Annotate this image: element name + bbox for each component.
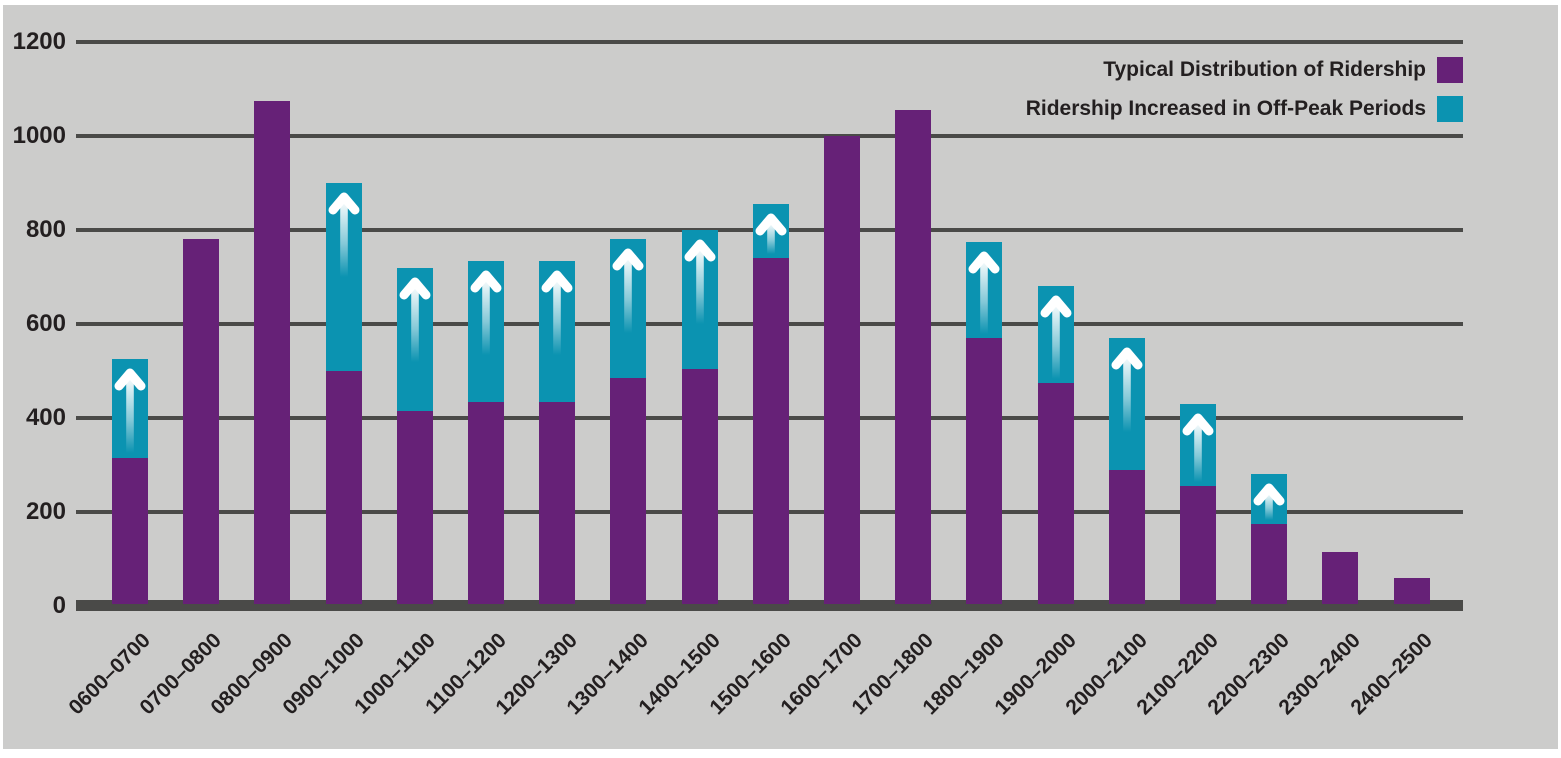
bar-typical-segment — [112, 458, 148, 604]
bar-typical-segment — [183, 239, 219, 604]
y-axis-tick-label: 400 — [25, 404, 66, 431]
bar-typical-segment — [1180, 486, 1216, 604]
x-axis-baseline — [76, 600, 1463, 611]
up-arrow-icon — [1038, 292, 1074, 379]
bar-typical-segment — [824, 136, 860, 604]
up-arrow-icon — [610, 245, 646, 333]
y-axis-tick-label: 1200 — [12, 28, 66, 55]
y-axis-tick-label: 200 — [25, 498, 66, 525]
up-arrow-icon — [326, 189, 362, 277]
y-axis-tick-label: 800 — [25, 216, 66, 243]
bar-typical-segment — [1394, 578, 1430, 604]
bar-typical-segment — [1322, 552, 1358, 604]
bar-typical-segment — [966, 338, 1002, 604]
up-arrow-icon — [539, 267, 575, 355]
gridline — [76, 134, 1463, 138]
up-arrow-icon — [682, 236, 718, 324]
up-arrow-icon — [1109, 344, 1145, 432]
up-arrow-icon — [468, 267, 504, 355]
bar-typical-segment — [610, 378, 646, 604]
up-arrow-icon — [1251, 480, 1287, 520]
bar-typical-segment — [468, 402, 504, 604]
gridline — [76, 40, 1463, 44]
up-arrow-icon — [397, 274, 433, 362]
bar-typical-segment — [682, 369, 718, 604]
up-arrow-icon — [112, 365, 148, 453]
bar-typical-segment — [326, 371, 362, 604]
y-axis-tick-label: 0 — [52, 592, 66, 619]
bar-typical-segment — [1251, 524, 1287, 604]
legend-label-typical: Typical Distribution of Ridership — [1103, 58, 1426, 81]
bar-typical-segment — [539, 402, 575, 604]
bar-typical-segment — [254, 101, 290, 604]
y-axis-tick-label: 600 — [25, 310, 66, 337]
bar-typical-segment — [1109, 470, 1145, 604]
bar-typical-segment — [895, 110, 931, 604]
chart-legend: Typical Distribution of Ridership Riders… — [1026, 57, 1463, 135]
legend-item-typical: Typical Distribution of Ridership — [1026, 57, 1463, 83]
y-axis-tick-label: 1000 — [12, 122, 66, 149]
up-arrow-icon — [966, 248, 1002, 334]
up-arrow-icon — [1180, 410, 1216, 482]
bar-typical-segment — [753, 258, 789, 604]
legend-item-increase: Ridership Increased in Off-Peak Periods — [1026, 96, 1463, 122]
bar-typical-segment — [1038, 383, 1074, 604]
legend-swatch-increase-icon — [1437, 96, 1463, 122]
legend-label-increase: Ridership Increased in Off-Peak Periods — [1025, 97, 1426, 120]
legend-swatch-typical-icon — [1437, 57, 1463, 83]
bar-typical-segment — [397, 411, 433, 604]
up-arrow-icon — [753, 210, 789, 254]
